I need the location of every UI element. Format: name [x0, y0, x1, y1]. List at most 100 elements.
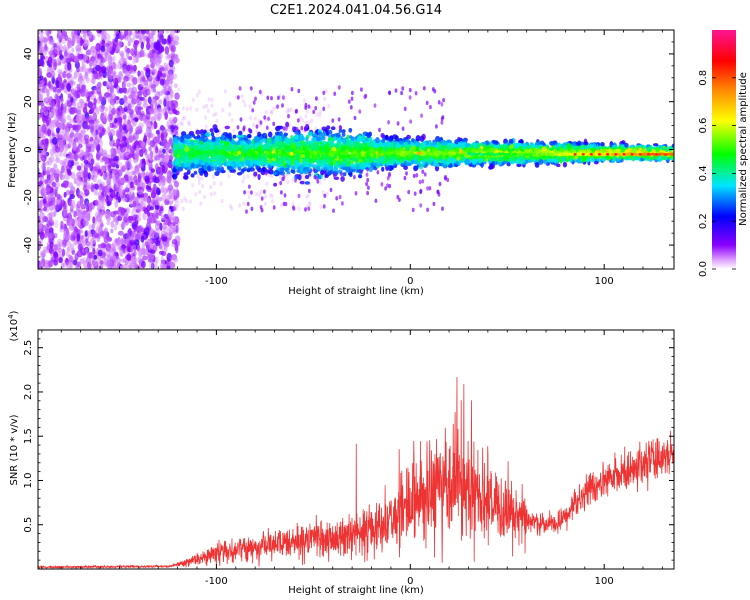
spectrogram-cell — [161, 265, 167, 269]
spectrogram-cell — [123, 106, 128, 112]
spectrogram-cell — [154, 95, 159, 101]
spectrogram-cell — [50, 221, 55, 226]
spectrogram-cell — [98, 71, 103, 78]
spectrogram-cell — [52, 62, 58, 67]
spectrogram-cell — [141, 159, 145, 164]
spectrogram-cell — [54, 204, 61, 211]
spectrogram-cell — [45, 82, 51, 87]
spectrogram-cell — [108, 174, 114, 180]
spectrogram-cell — [48, 227, 54, 234]
spectrogram-cell — [200, 176, 204, 181]
spectrogram-cell — [127, 41, 131, 47]
spectrogram-cell — [242, 175, 246, 180]
spectrogram-cell — [72, 80, 76, 86]
spectrogram-cell — [150, 199, 156, 205]
spectrogram-cell — [163, 62, 168, 68]
spectrogram-cell — [53, 243, 59, 252]
spectrogram-cell — [161, 264, 166, 269]
spectrogram-cell — [82, 54, 88, 62]
spectrogram-cell — [125, 89, 130, 95]
spectrogram-cell — [131, 81, 135, 89]
spectrogram-cell — [103, 257, 108, 265]
spectrogram-cell — [48, 50, 54, 56]
spectrogram-cell — [82, 256, 87, 266]
spectrogram-cell — [127, 215, 134, 221]
spectrogram-cell — [60, 174, 66, 180]
spectrogram-cell — [128, 197, 133, 203]
spectrogram-cell — [159, 205, 164, 212]
spectrogram-cell — [79, 224, 83, 230]
spectrogram-cell — [45, 30, 51, 37]
spectrogram-cell — [86, 204, 90, 213]
spectrogram-cell — [132, 31, 136, 41]
spectrogram-cell — [95, 215, 102, 222]
spectrogram-cell — [138, 162, 145, 169]
spectrogram-cell — [63, 53, 67, 59]
spectrogram-cell — [108, 74, 114, 80]
spectrogram-cell — [246, 190, 250, 195]
spectrogram-cell — [177, 87, 181, 93]
spectrogram-cell — [97, 53, 102, 59]
spectrogram-cell — [76, 101, 82, 109]
spectrogram-cell — [98, 211, 104, 218]
spectrogram-cell — [264, 194, 267, 199]
spectrogram-cell — [107, 164, 112, 172]
spectrogram-cell — [176, 106, 180, 112]
spectrogram-cell — [49, 175, 54, 182]
spectrogram-cell — [67, 42, 71, 49]
spectrogram-cell — [58, 257, 63, 264]
spectrogram-cell — [167, 208, 172, 217]
spectrogram-cell — [133, 250, 137, 257]
spectrogram-cell — [125, 160, 131, 169]
spectrogram-cell — [44, 179, 49, 185]
spectrogram-cell — [81, 84, 86, 92]
spectrogram-cell — [160, 214, 166, 221]
spectrogram-cell — [102, 70, 107, 79]
spectrogram-cell — [248, 104, 252, 109]
spectrogram-cell — [160, 250, 167, 257]
spectrogram-cell — [155, 64, 162, 70]
spectrogram-cell — [40, 155, 45, 164]
spectrogram-cell — [70, 199, 76, 209]
spectrogram-cell — [93, 125, 98, 131]
spectrogram-cell — [212, 181, 216, 186]
spectrogram-cell — [111, 107, 116, 116]
spectrogram-cell — [84, 238, 89, 244]
spectrogram-cell — [133, 226, 137, 233]
spectrogram-cell — [53, 251, 58, 258]
spectrogram-cell — [56, 88, 62, 94]
spectrogram-cell — [172, 108, 177, 114]
spectrogram-cell — [123, 174, 129, 182]
spectrogram-cell — [167, 184, 174, 191]
spectrogram-cell — [50, 70, 56, 79]
spectrogram-cell — [161, 193, 167, 202]
spectrogram-cell — [96, 214, 102, 223]
spectrogram-cell — [213, 191, 217, 196]
spectrogram-cell — [215, 118, 219, 124]
spectrogram-cell — [62, 239, 68, 247]
spectrogram-cell — [127, 87, 134, 94]
spectrogram-cell — [181, 116, 185, 122]
spectrogram-cell — [142, 75, 146, 82]
spectrogram-cell — [145, 67, 151, 73]
spectrogram-cell — [63, 79, 67, 84]
spectrogram-cell — [89, 136, 94, 142]
spectrogram-cell — [151, 96, 156, 104]
spectrogram-cell — [94, 233, 100, 238]
spectrogram-cell — [146, 195, 152, 204]
spectrogram-cell — [110, 228, 114, 234]
spectrogram-cell — [150, 133, 156, 139]
spectrogram-cell — [177, 111, 181, 116]
spectrogram-cell — [76, 148, 81, 153]
spectrogram-cell — [219, 181, 223, 186]
spectrogram-cell — [124, 30, 129, 37]
spectrogram-cell — [165, 194, 171, 202]
spectrogram-cell — [92, 183, 98, 189]
spectrogram-cell — [150, 262, 155, 269]
spectrogram-cell — [129, 30, 133, 36]
spectrogram-cell — [102, 80, 108, 87]
spectrogram-cell — [126, 253, 132, 262]
spectrogram-cell — [77, 76, 84, 83]
spectrogram-cell — [62, 70, 67, 79]
spectrogram-cell — [71, 30, 76, 37]
